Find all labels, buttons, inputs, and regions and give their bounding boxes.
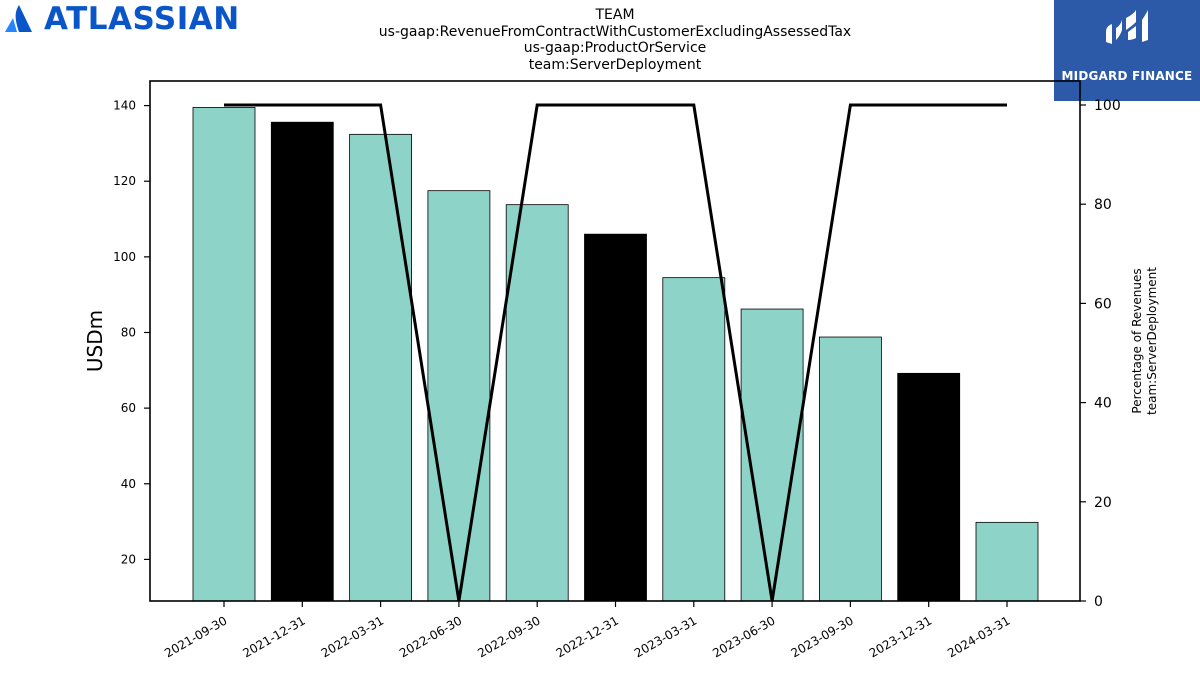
y-right-axis-label-line-1: Percentage of Revenues <box>1130 268 1144 413</box>
bar-2022-09-30 <box>505 204 569 602</box>
bar-2023-09-30 <box>819 336 882 602</box>
x-tick-label-2021-12-31: 2021-12-31 <box>240 613 307 660</box>
chart-title-line-1: TEAM <box>595 7 635 23</box>
y-right-tick-label-100: 100 <box>1094 98 1121 114</box>
bar-2021-09-30 <box>192 107 256 602</box>
bar-2023-12-31 <box>897 372 961 602</box>
y-right-tick-label-0: 0 <box>1094 594 1103 610</box>
bar-2024-03-31 <box>975 521 1039 602</box>
midgard-finance-logo: MIDGARD FINANCE <box>1054 0 1200 101</box>
chart-title-line-4: team:ServerDeployment <box>528 56 702 73</box>
x-tick-label-2023-12-31: 2023-12-31 <box>867 613 934 660</box>
x-tick-label-2022-12-31: 2022-12-31 <box>554 613 621 660</box>
y-tick-label-40: 40 <box>121 477 136 491</box>
y-right-tick-label-80: 80 <box>1094 197 1112 213</box>
x-tick-label-2021-09-30: 2021-09-30 <box>162 613 229 660</box>
y-tick-label-140: 140 <box>113 99 136 113</box>
chart-title-line-3: us-gaap:ProductOrService <box>523 40 707 56</box>
y-right-tick-label-60: 60 <box>1094 296 1112 312</box>
bar-2022-06-30 <box>427 190 491 602</box>
y-tick-label-120: 120 <box>113 174 136 188</box>
y-tick-label-60: 60 <box>121 401 136 415</box>
y-right-axis-label-line-2: team:ServerDeployment <box>1145 267 1159 415</box>
midgard-mf-icon <box>1106 10 1148 44</box>
x-tick-label-2022-06-30: 2022-06-30 <box>397 613 464 660</box>
atlassian-logo: ATLASSIAN <box>4 1 244 38</box>
x-tick-label-2022-09-30: 2022-09-30 <box>475 613 542 660</box>
atlassian-wordmark: ATLASSIAN <box>44 1 240 37</box>
chart-title-line-2: us-gaap:RevenueFromContractWithCustomerE… <box>378 23 852 40</box>
bar-2022-03-31 <box>349 133 413 602</box>
bar-2022-12-31 <box>584 233 647 602</box>
y-right-tick-label-20: 20 <box>1094 495 1112 511</box>
atlassian-a-icon <box>5 5 32 32</box>
x-tick-label-2023-06-30: 2023-06-30 <box>710 613 777 660</box>
bar-2023-06-30 <box>740 308 804 602</box>
y-tick-label-80: 80 <box>121 325 136 339</box>
chart-title: TEAM us-gaap:RevenueFromContractWithCust… <box>315 7 915 73</box>
x-tick-label-2022-03-31: 2022-03-31 <box>319 613 386 660</box>
x-tick-label-2023-09-30: 2023-09-30 <box>788 613 855 660</box>
y-tick-label-20: 20 <box>121 552 136 566</box>
midgard-finance-wordmark: MIDGARD FINANCE <box>1061 69 1193 83</box>
y-axis-label: USDm <box>83 310 107 372</box>
bar-2021-12-31 <box>270 121 334 602</box>
x-tick-label-2024-03-31: 2024-03-31 <box>945 613 1012 660</box>
x-tick-label-2023-03-31: 2023-03-31 <box>632 613 699 660</box>
y-right-tick-label-40: 40 <box>1094 396 1112 412</box>
bar-2023-03-31 <box>662 277 726 602</box>
percentage-line <box>224 103 1007 602</box>
y-tick-label-100: 100 <box>113 250 136 264</box>
